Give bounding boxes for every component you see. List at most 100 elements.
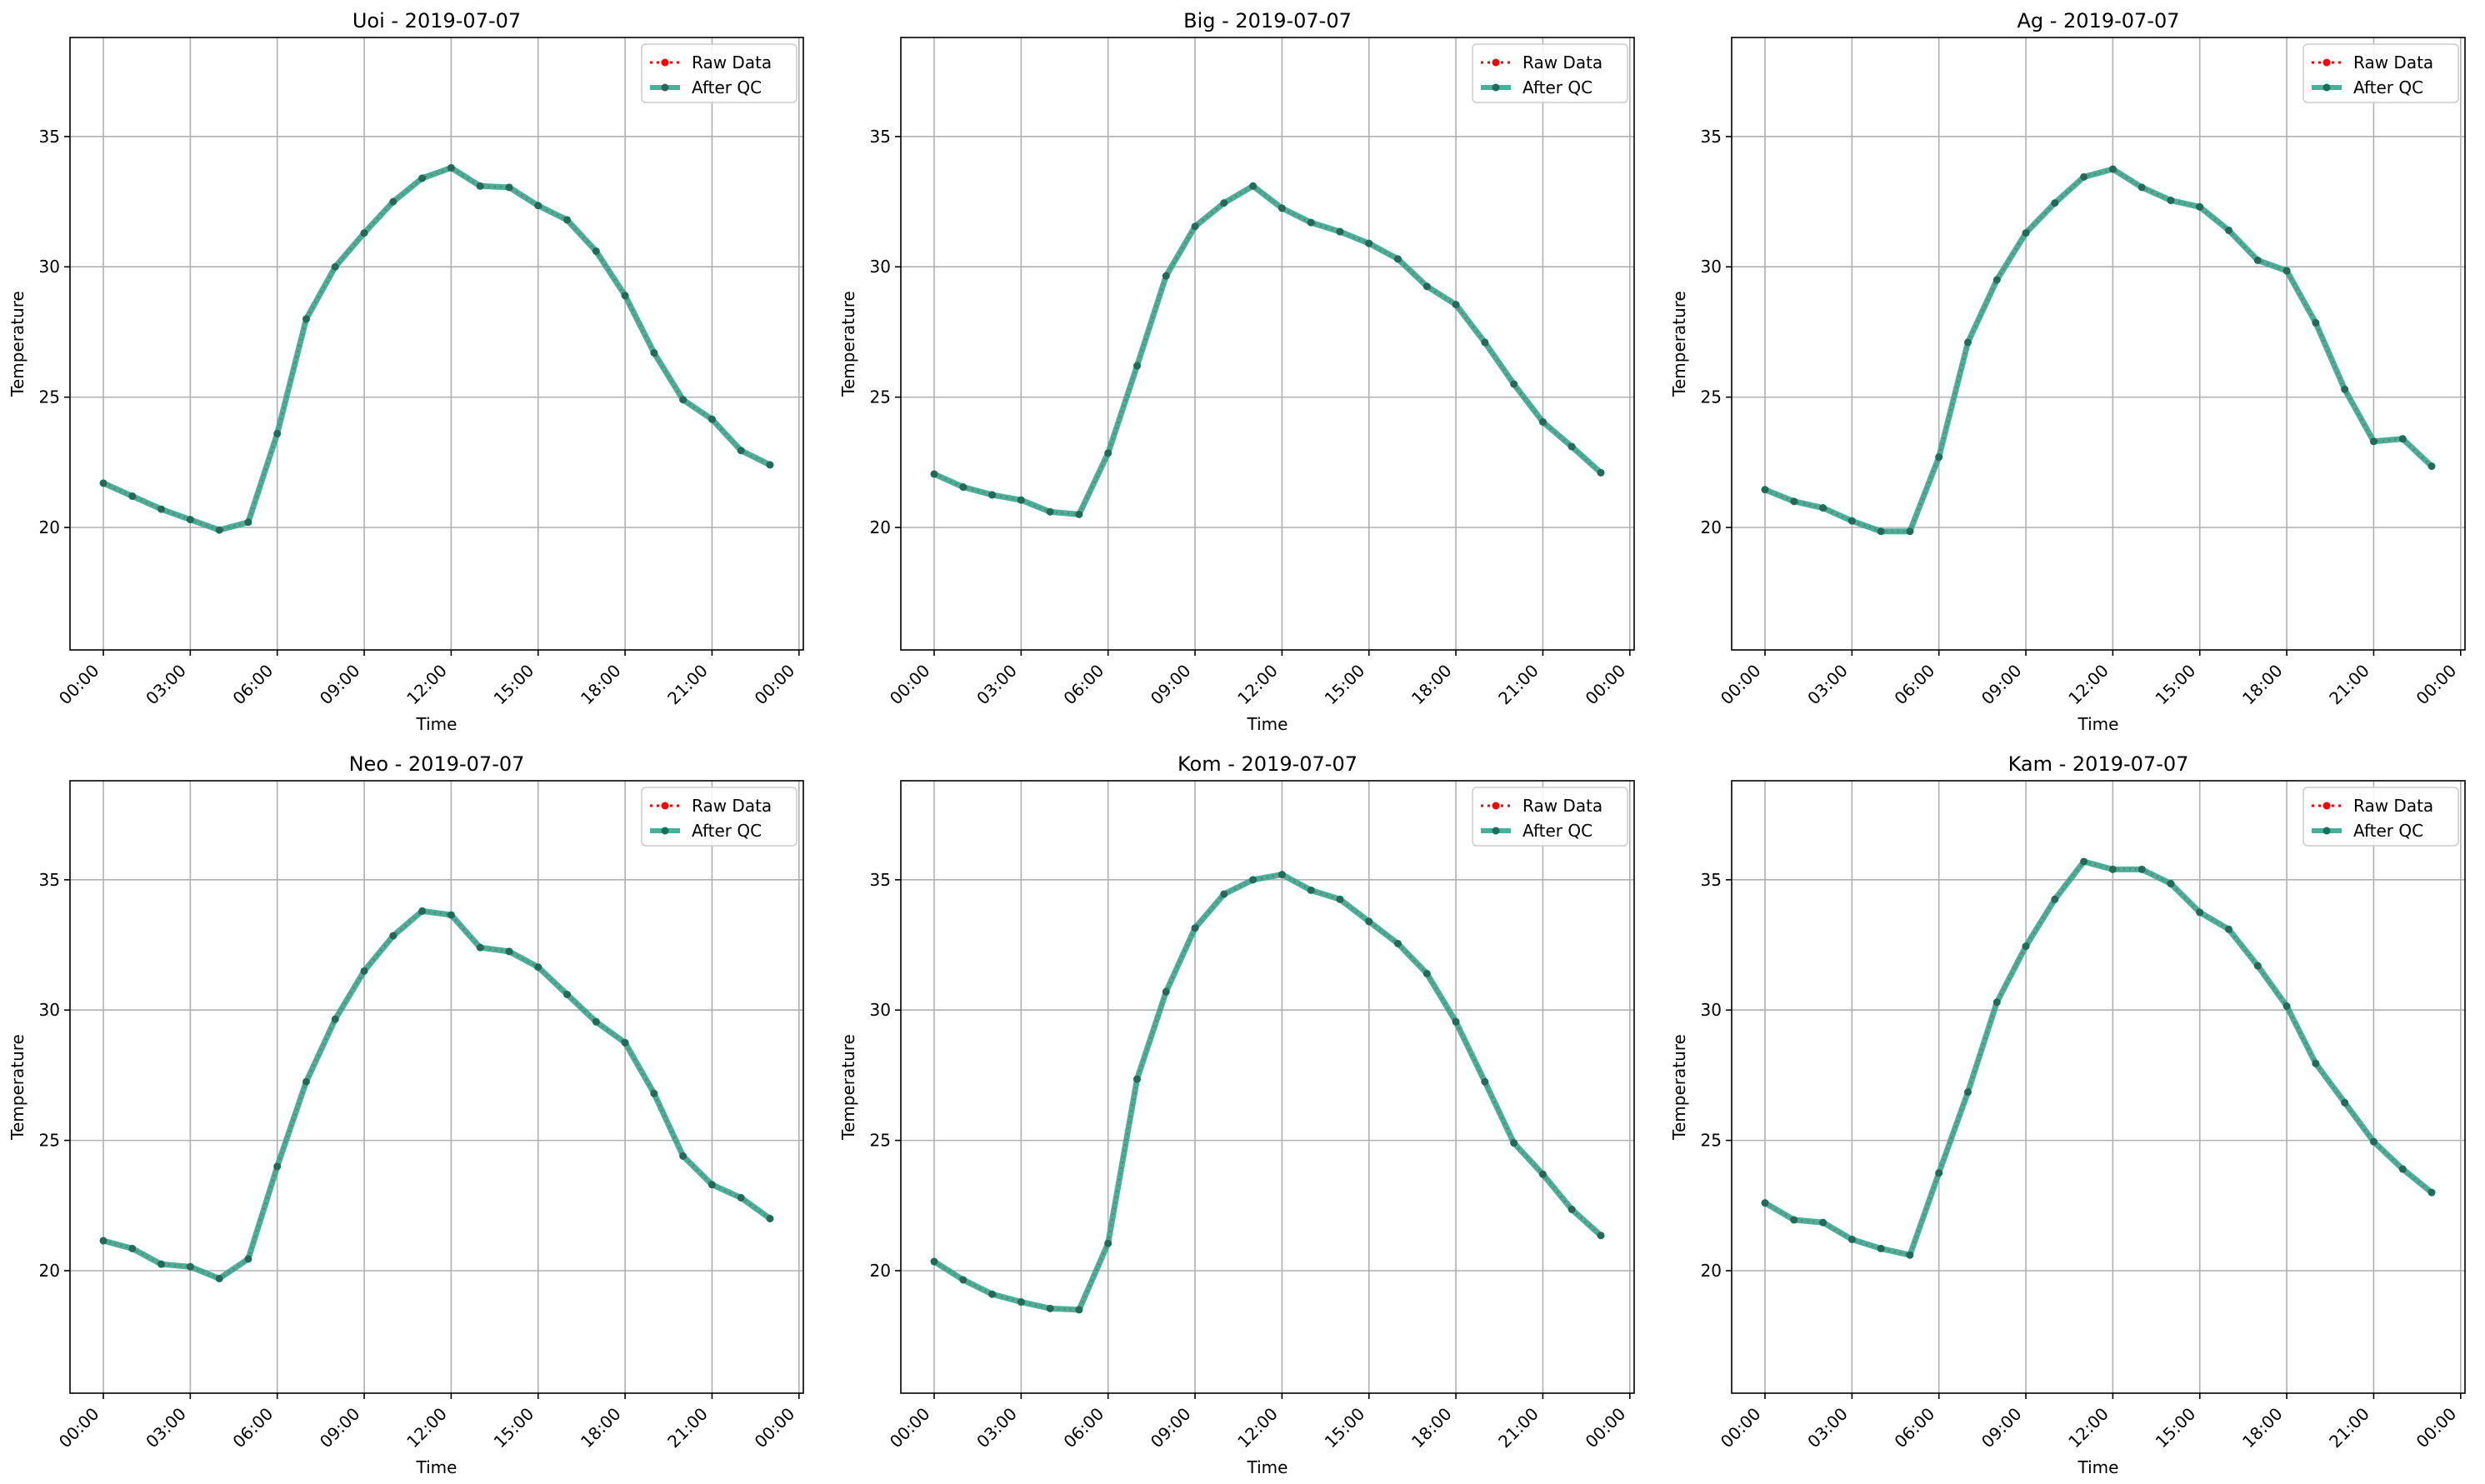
data-point-after-qc (930, 470, 938, 478)
data-point-after-qc (1422, 969, 1431, 977)
data-point-after-qc (766, 1214, 774, 1222)
legend-marker-after-qc (2322, 827, 2331, 835)
data-point-after-qc (1538, 1170, 1547, 1178)
data-point-after-qc (1963, 338, 1972, 347)
data-point-after-qc (505, 947, 513, 956)
data-point-after-qc (1132, 1075, 1141, 1083)
data-point-after-qc (2282, 1002, 2291, 1011)
y-tick-label: 25 (870, 1131, 891, 1151)
data-point-after-qc (1538, 417, 1547, 426)
data-point-after-qc (2341, 1098, 2349, 1107)
data-point-after-qc (1935, 453, 1943, 462)
data-point-after-qc (302, 315, 310, 323)
legend-label-raw-data: Raw Data (692, 796, 772, 816)
y-tick-label: 25 (870, 387, 891, 407)
legend-marker-raw-data (1492, 802, 1500, 810)
data-point-after-qc (186, 516, 194, 524)
data-point-after-qc (1568, 442, 1576, 451)
series-line-after-qc (932, 182, 1603, 517)
data-point-after-qc (331, 262, 339, 271)
data-point-after-qc (2398, 435, 2407, 443)
data-point-after-qc (1848, 517, 1856, 525)
y-axis-label: Temperature (1669, 1034, 1689, 1141)
data-point-after-qc (1307, 886, 1315, 894)
y-tick-label: 35 (870, 127, 891, 147)
legend-box (1472, 787, 1628, 847)
data-point-after-qc (99, 479, 108, 487)
data-point-after-qc (1597, 468, 1605, 477)
series-line-raw-data (933, 184, 1602, 516)
legend-marker-raw-data (2322, 802, 2331, 810)
data-point-after-qc (158, 1260, 166, 1268)
data-point-after-qc (2167, 880, 2175, 888)
data-point-after-qc (2138, 183, 2146, 192)
data-point-after-qc (1104, 449, 1112, 457)
y-tick-label: 20 (39, 517, 60, 537)
data-point-after-qc (1132, 362, 1141, 370)
y-tick-label: 30 (1701, 1000, 1722, 1020)
data-point-after-qc (2196, 908, 2204, 917)
series-line-after-qc (932, 872, 1603, 1313)
data-point-after-qc (2196, 202, 2204, 211)
data-point-after-qc (1481, 1077, 1489, 1086)
y-tick-label: 30 (1701, 257, 1722, 277)
data-point-after-qc (2225, 226, 2233, 234)
series-line-raw-data (102, 910, 771, 1280)
data-point-after-qc (1510, 1139, 1518, 1147)
data-point-after-qc (2080, 857, 2088, 866)
data-point-after-qc (2282, 267, 2291, 275)
data-point-after-qc (1017, 1298, 1025, 1307)
data-point-after-qc (766, 461, 774, 469)
data-point-after-qc (2022, 229, 2030, 237)
data-point-after-qc (1336, 895, 1344, 903)
data-point-after-qc (2428, 1188, 2436, 1197)
data-point-after-qc (988, 1290, 997, 1298)
data-point-after-qc (2167, 196, 2175, 204)
data-point-after-qc (2341, 385, 2349, 393)
data-point-after-qc (1075, 1306, 1083, 1314)
legend-marker-after-qc (661, 83, 669, 92)
y-axis-label: Temperature (1669, 291, 1689, 397)
y-tick-label: 20 (870, 517, 891, 537)
data-point-after-qc (1249, 182, 1258, 190)
data-point-after-qc (2080, 172, 2088, 181)
data-point-after-qc (737, 1193, 745, 1202)
data-point-after-qc (418, 907, 427, 915)
legend-label-raw-data: Raw Data (1522, 52, 1602, 72)
series-line-after-qc (1763, 858, 2434, 1258)
data-point-after-qc (1935, 1169, 1943, 1177)
chart-legend: Raw Data After QC (2302, 43, 2459, 103)
legend-box (641, 43, 798, 103)
y-tick-label: 20 (870, 1261, 891, 1281)
legend-label-raw-data: Raw Data (1522, 796, 1602, 816)
data-point-after-qc (244, 1255, 252, 1263)
data-point-after-qc (505, 183, 513, 192)
legend-marker-after-qc (661, 827, 669, 835)
data-point-after-qc (2398, 1165, 2407, 1173)
legend-label-after-qc: After QC (692, 821, 762, 841)
y-tick-label: 35 (1701, 870, 1722, 890)
x-axis-label: Time (2078, 714, 2119, 734)
data-point-after-qc (99, 1237, 108, 1245)
x-axis-label: Time (2078, 1457, 2119, 1477)
data-point-after-qc (1336, 227, 1344, 236)
y-tick-label: 20 (39, 1261, 60, 1281)
y-tick-label: 25 (1701, 387, 1722, 407)
data-point-after-qc (930, 1257, 938, 1266)
series-line-after-qc (102, 907, 772, 1282)
data-point-after-qc (988, 491, 997, 499)
legend-marker-raw-data (2322, 58, 2331, 67)
chart-title: Ag - 2019-07-07 (2017, 9, 2179, 32)
data-point-after-qc (389, 932, 398, 940)
data-point-after-qc (1790, 497, 1798, 506)
data-point-after-qc (1394, 939, 1402, 947)
y-axis-label: Temperature (8, 1034, 28, 1141)
data-point-after-qc (1365, 239, 1373, 247)
chart-title: Uoi - 2019-07-07 (352, 9, 521, 32)
data-point-after-qc (215, 526, 223, 534)
legend-marker-raw-data (1492, 58, 1500, 67)
series-line-raw-data (102, 167, 771, 532)
legend-marker-after-qc (2322, 83, 2331, 92)
data-point-after-qc (2428, 462, 2436, 470)
